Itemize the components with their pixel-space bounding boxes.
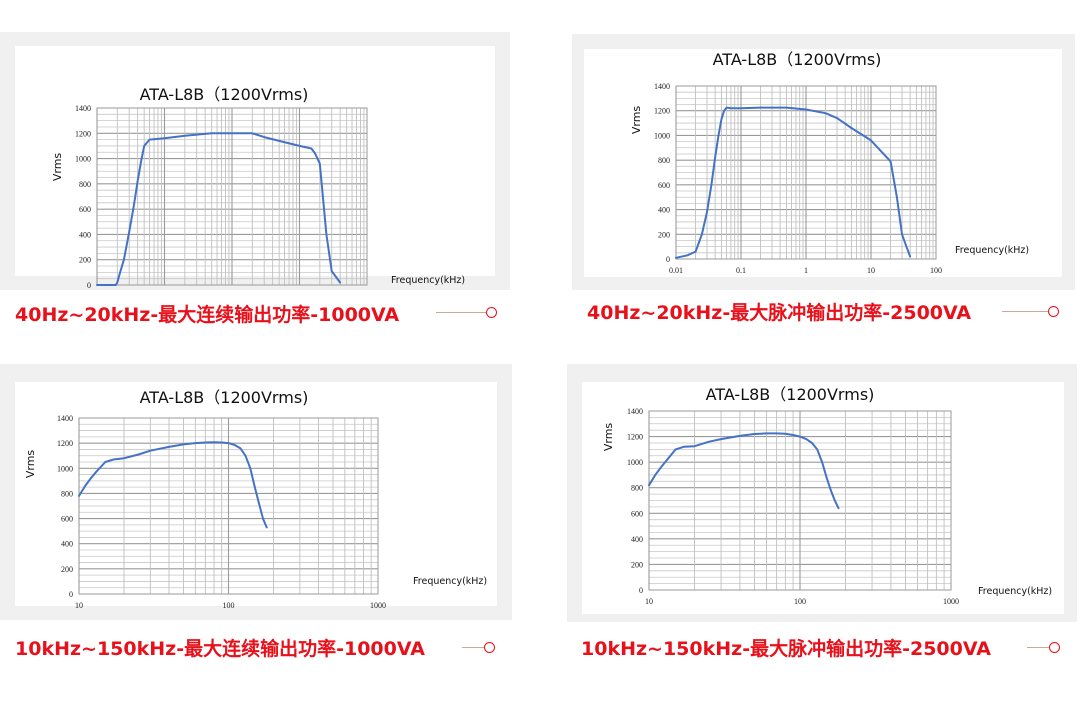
y-tick-label: 400 xyxy=(61,540,73,549)
x-tick-label: 1000 xyxy=(370,601,386,610)
x-axis-label: Frequency(kHz) xyxy=(391,275,465,286)
response-curve xyxy=(675,106,912,259)
x-tick-label: 1000 xyxy=(943,597,959,606)
chart-title: ATA-L8B（1200Vrms) xyxy=(713,50,882,69)
y-tick-label: 1200 xyxy=(627,433,643,442)
y-axis-label: Vrms xyxy=(51,153,64,182)
chart-continuous-40hz-20khz: 02004006008001000120014000.010.1110100AT… xyxy=(51,85,465,290)
y-tick-label: 1400 xyxy=(75,104,91,113)
x-axis-label: Frequency(kHz) xyxy=(978,586,1052,597)
y-axis-label: Vrms xyxy=(630,106,643,135)
y-tick-label: 1000 xyxy=(75,155,91,164)
y-tick-label: 600 xyxy=(631,509,643,518)
response-curve xyxy=(96,132,342,286)
y-tick-label: 1000 xyxy=(654,131,670,140)
x-tick-label: 0.1 xyxy=(736,266,746,275)
caption-pulse-10khz-150khz: 10kHz~150kHz-最大脉冲输出功率-2500VA xyxy=(581,638,991,660)
y-tick-label: 1400 xyxy=(627,407,643,416)
caption-pulse-40hz-20khz: 40Hz~20kHz-最大脉冲输出功率-2500VA xyxy=(587,302,972,324)
chart-panel-top-left: 02004006008001000120014000.010.1110100AT… xyxy=(0,32,510,290)
connector-marker xyxy=(462,642,502,654)
y-tick-label: 0 xyxy=(69,590,73,599)
y-tick-label: 200 xyxy=(61,565,73,574)
y-tick-label: 800 xyxy=(658,156,670,165)
circle-marker-icon xyxy=(1048,306,1059,317)
x-tick-label: 100 xyxy=(930,266,942,275)
y-tick-label: 800 xyxy=(61,489,73,498)
x-tick-label: 0.01 xyxy=(669,266,683,275)
x-tick-label: 10 xyxy=(75,601,83,610)
x-axis-label: Frequency(kHz) xyxy=(413,576,487,587)
x-tick-label: 10 xyxy=(867,266,875,275)
y-tick-label: 1200 xyxy=(75,129,91,138)
x-tick-label: 100 xyxy=(794,597,806,606)
y-tick-label: 400 xyxy=(658,206,670,215)
grid xyxy=(648,410,952,591)
y-tick-label: 0 xyxy=(666,255,670,264)
y-tick-label: 800 xyxy=(79,180,91,189)
y-tick-label: 1200 xyxy=(654,107,670,116)
y-tick-label: 400 xyxy=(631,535,643,544)
circle-marker-icon xyxy=(1049,642,1060,653)
y-tick-label: 200 xyxy=(658,230,670,239)
y-tick-label: 0 xyxy=(87,281,91,290)
circle-marker-icon xyxy=(484,642,495,653)
y-tick-label: 0 xyxy=(639,586,643,595)
chart-panel-bottom-right: 0 200 400 600 800 1000 1200 1400 10 100 1000 ATA-L8… xyxy=(567,364,1077,622)
response-curve xyxy=(78,441,268,529)
grid xyxy=(78,417,379,595)
chart-continuous-10khz-150khz: 0 200 400 600 800 1000 1200 1400 10 100 1000 ATA-L8… xyxy=(24,388,487,610)
chart-title: ATA-L8B（1200Vrms) xyxy=(140,85,309,104)
y-axis-label: Vrms xyxy=(24,450,37,479)
y-tick-label: 1400 xyxy=(57,414,73,423)
chart-pulse-10khz-150khz: 0 200 400 600 800 1000 1200 1400 10 100 1000 ATA-L8… xyxy=(602,385,1052,606)
y-tick-label: 1000 xyxy=(57,464,73,473)
caption-continuous-10khz-150khz: 10kHz~150kHz-最大连续输出功率-1000VA xyxy=(15,638,425,660)
y-tick-label: 1000 xyxy=(627,458,643,467)
caption-continuous-40hz-20khz: 40Hz~20kHz-最大连续输出功率-1000VA xyxy=(15,304,400,326)
chart-panel-bottom-left: 0 200 400 600 800 1000 1200 1400 10 100 1000 ATA-L8… xyxy=(0,364,512,620)
connector-marker xyxy=(1002,306,1064,318)
response-curve xyxy=(648,432,840,510)
grid xyxy=(675,85,937,260)
connector-marker xyxy=(436,307,498,319)
x-tick-label: 1 xyxy=(804,266,808,275)
chart-panel-top-right: 0 200 400 600 800 1000 1200 1400 0.01 0.1 1 10 100 AT… xyxy=(572,34,1075,290)
y-tick-label: 600 xyxy=(79,205,91,214)
y-tick-label: 1400 xyxy=(654,82,670,91)
grid xyxy=(96,107,368,286)
y-tick-label: 200 xyxy=(79,256,91,265)
y-tick-label: 600 xyxy=(658,181,670,190)
x-tick-label: 10 xyxy=(645,597,653,606)
y-tick-label: 400 xyxy=(79,230,91,239)
y-axis-label: Vrms xyxy=(602,423,615,452)
x-tick-label: 100 xyxy=(223,601,235,610)
chart-title: ATA-L8B（1200Vrms) xyxy=(140,388,309,407)
y-tick-label: 200 xyxy=(631,560,643,569)
connector-marker xyxy=(1027,642,1067,654)
chart-title: ATA-L8B（1200Vrms) xyxy=(706,385,875,404)
y-tick-label: 1200 xyxy=(57,439,73,448)
chart-pulse-40hz-20khz: 0 200 400 600 800 1000 1200 1400 0.01 0.1 1 10 100 AT… xyxy=(630,50,1029,275)
y-tick-label: 800 xyxy=(631,484,643,493)
y-tick-label: 600 xyxy=(61,515,73,524)
circle-marker-icon xyxy=(486,307,497,318)
x-axis-label: Frequency(kHz) xyxy=(955,245,1029,256)
